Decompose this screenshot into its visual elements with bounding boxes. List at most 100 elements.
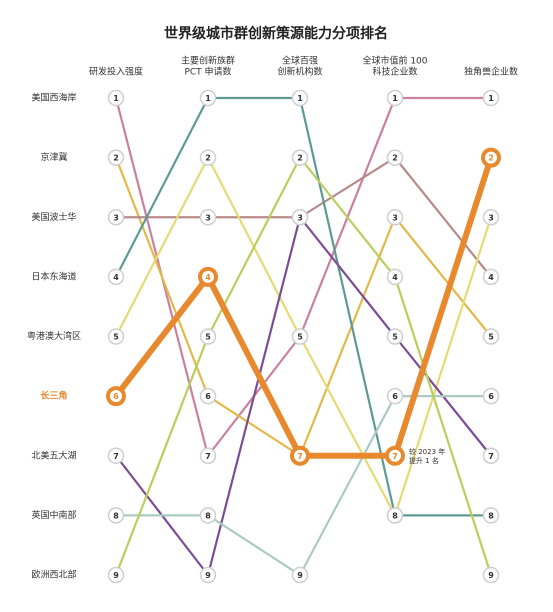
rank-label: 7 [297, 452, 303, 461]
rank-label: 7 [392, 452, 398, 461]
column-header: 科技企业数 [372, 66, 417, 78]
rank-label: 9 [205, 571, 211, 580]
rank-node [386, 89, 404, 107]
rank-node [386, 268, 404, 286]
rank-label: 3 [113, 213, 119, 222]
series-label: 欧洲西北部 [31, 569, 76, 581]
rank-node [107, 507, 125, 524]
rank-label: 1 [392, 94, 398, 103]
rank-node [199, 149, 217, 166]
rank-line [114, 156, 493, 457]
rank-label: 9 [113, 571, 119, 580]
nodes: 1751126735333244118852583793578896695249… [106, 89, 501, 584]
rank-label: 3 [488, 213, 494, 222]
rank-label: 8 [488, 511, 494, 520]
rank-label: 6 [205, 392, 211, 401]
rank-line [113, 154, 494, 459]
rank-node [199, 89, 217, 107]
series-label: 长三角 [40, 390, 67, 402]
column-header: 创新机构数 [277, 66, 322, 78]
column-header: PCT 申请数 [184, 66, 231, 78]
rank-node [291, 209, 309, 226]
rank-label: 5 [205, 333, 211, 342]
rank-label: 3 [297, 213, 303, 222]
chart-title: 世界级城市群创新策源能力分项排名 [164, 25, 388, 42]
rank-node [482, 268, 500, 286]
series-label: 美国波士华 [31, 211, 76, 223]
rank-label: 4 [392, 273, 398, 282]
rank-node [291, 149, 309, 166]
rank-node-inner [389, 449, 401, 462]
rank-node [482, 507, 500, 524]
rank-label: 2 [297, 154, 303, 163]
rank-node [386, 387, 404, 405]
series-label: 英国中南部 [31, 509, 76, 521]
rank-node [291, 566, 309, 584]
rank-label: 2 [392, 154, 398, 163]
rank-label: 3 [205, 213, 211, 222]
rank-node-inner [485, 151, 497, 164]
rank-label: 2 [113, 154, 119, 163]
rank-node [199, 566, 217, 584]
rank-label: 4 [488, 273, 494, 282]
rank-node [291, 89, 309, 107]
annotation: 提升 1 名 [409, 456, 439, 465]
rank-node-inner [294, 449, 306, 462]
rank-label: 1 [297, 94, 303, 103]
series-label: 美国西海岸 [31, 92, 76, 104]
rank-node [291, 328, 309, 345]
rank-label: 1 [113, 94, 119, 103]
rank-label: 5 [392, 333, 398, 342]
series-label: 京津冀 [40, 151, 67, 163]
rank-label: 7 [113, 452, 119, 461]
rank-node [482, 566, 500, 584]
column-header: 研发投入强度 [89, 66, 143, 78]
rank-node [199, 387, 217, 405]
rank-node [482, 387, 500, 405]
column-header: 全球百强 [282, 55, 318, 67]
rank-label: 9 [297, 571, 303, 580]
rank-label: 6 [392, 392, 398, 401]
column-header: 主要创新族群 [181, 55, 235, 67]
rank-node [199, 447, 217, 464]
column-header: 全球市值前 100 [362, 55, 427, 67]
rank-node [107, 328, 125, 345]
rank-node [199, 328, 217, 345]
rank-label: 1 [488, 94, 494, 103]
rank-node-inner [202, 270, 214, 283]
rank-node [482, 89, 500, 107]
column-header: 独角兽企业数 [464, 66, 518, 78]
rank-line [114, 395, 493, 577]
annotation: 较 2023 年 [409, 447, 445, 456]
rank-node [107, 447, 125, 464]
rank-node [386, 209, 404, 226]
rank-node [386, 507, 404, 524]
rank-label: 4 [205, 273, 211, 282]
series-label: 北美五大湖 [31, 449, 76, 461]
rank-label: 8 [113, 511, 119, 520]
rank-node-inner [110, 390, 122, 403]
rank-label: 6 [113, 392, 119, 401]
rank-node [107, 566, 125, 584]
rank-node [107, 209, 125, 226]
rank-node [482, 447, 500, 464]
rank-node [386, 328, 404, 345]
rank-label: 7 [488, 452, 494, 461]
rank-node [107, 149, 125, 166]
rank-label: 8 [392, 511, 398, 520]
rank-label: 5 [488, 333, 494, 342]
rank-node [482, 209, 500, 226]
rank-label: 5 [113, 333, 119, 342]
rank-node [107, 268, 125, 286]
rank-label: 8 [205, 511, 211, 520]
rank-node [386, 149, 404, 166]
rank-node [107, 89, 125, 107]
rank-label: 4 [113, 273, 119, 282]
series-label: 日本东海道 [31, 270, 76, 282]
rank-label: 2 [205, 154, 211, 163]
rank-label: 1 [205, 94, 211, 103]
rank-label: 7 [205, 452, 211, 461]
series-label: 粤港澳大湾区 [27, 330, 81, 342]
rank-label: 6 [488, 392, 494, 401]
